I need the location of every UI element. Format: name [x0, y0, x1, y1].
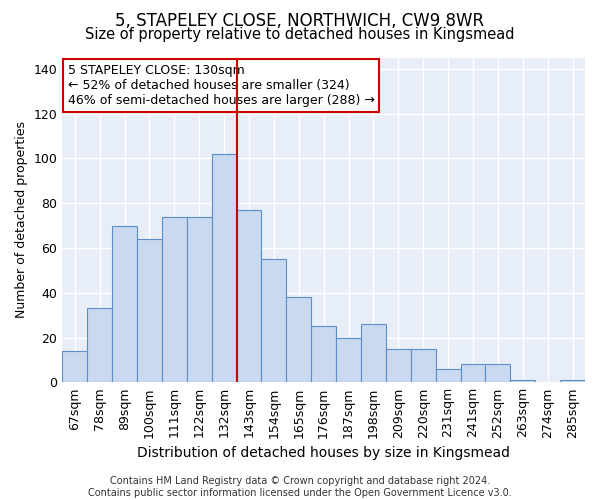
- Text: 5, STAPELEY CLOSE, NORTHWICH, CW9 8WR: 5, STAPELEY CLOSE, NORTHWICH, CW9 8WR: [115, 12, 485, 30]
- Bar: [336, 338, 361, 382]
- Text: 5 STAPELEY CLOSE: 130sqm
← 52% of detached houses are smaller (324)
46% of semi-: 5 STAPELEY CLOSE: 130sqm ← 52% of detach…: [68, 64, 374, 107]
- Bar: [236, 210, 262, 382]
- Bar: [311, 326, 336, 382]
- Bar: [361, 324, 386, 382]
- Bar: [212, 154, 236, 382]
- Bar: [262, 259, 286, 382]
- Bar: [436, 369, 461, 382]
- Bar: [187, 216, 212, 382]
- Bar: [87, 308, 112, 382]
- X-axis label: Distribution of detached houses by size in Kingsmead: Distribution of detached houses by size …: [137, 446, 510, 460]
- Text: Contains HM Land Registry data © Crown copyright and database right 2024.
Contai: Contains HM Land Registry data © Crown c…: [88, 476, 512, 498]
- Y-axis label: Number of detached properties: Number of detached properties: [15, 122, 28, 318]
- Bar: [511, 380, 535, 382]
- Bar: [386, 348, 411, 382]
- Text: Size of property relative to detached houses in Kingsmead: Size of property relative to detached ho…: [85, 28, 515, 42]
- Bar: [62, 351, 87, 382]
- Bar: [560, 380, 585, 382]
- Bar: [411, 348, 436, 382]
- Bar: [162, 216, 187, 382]
- Bar: [461, 364, 485, 382]
- Bar: [286, 297, 311, 382]
- Bar: [137, 239, 162, 382]
- Bar: [112, 226, 137, 382]
- Bar: [485, 364, 511, 382]
